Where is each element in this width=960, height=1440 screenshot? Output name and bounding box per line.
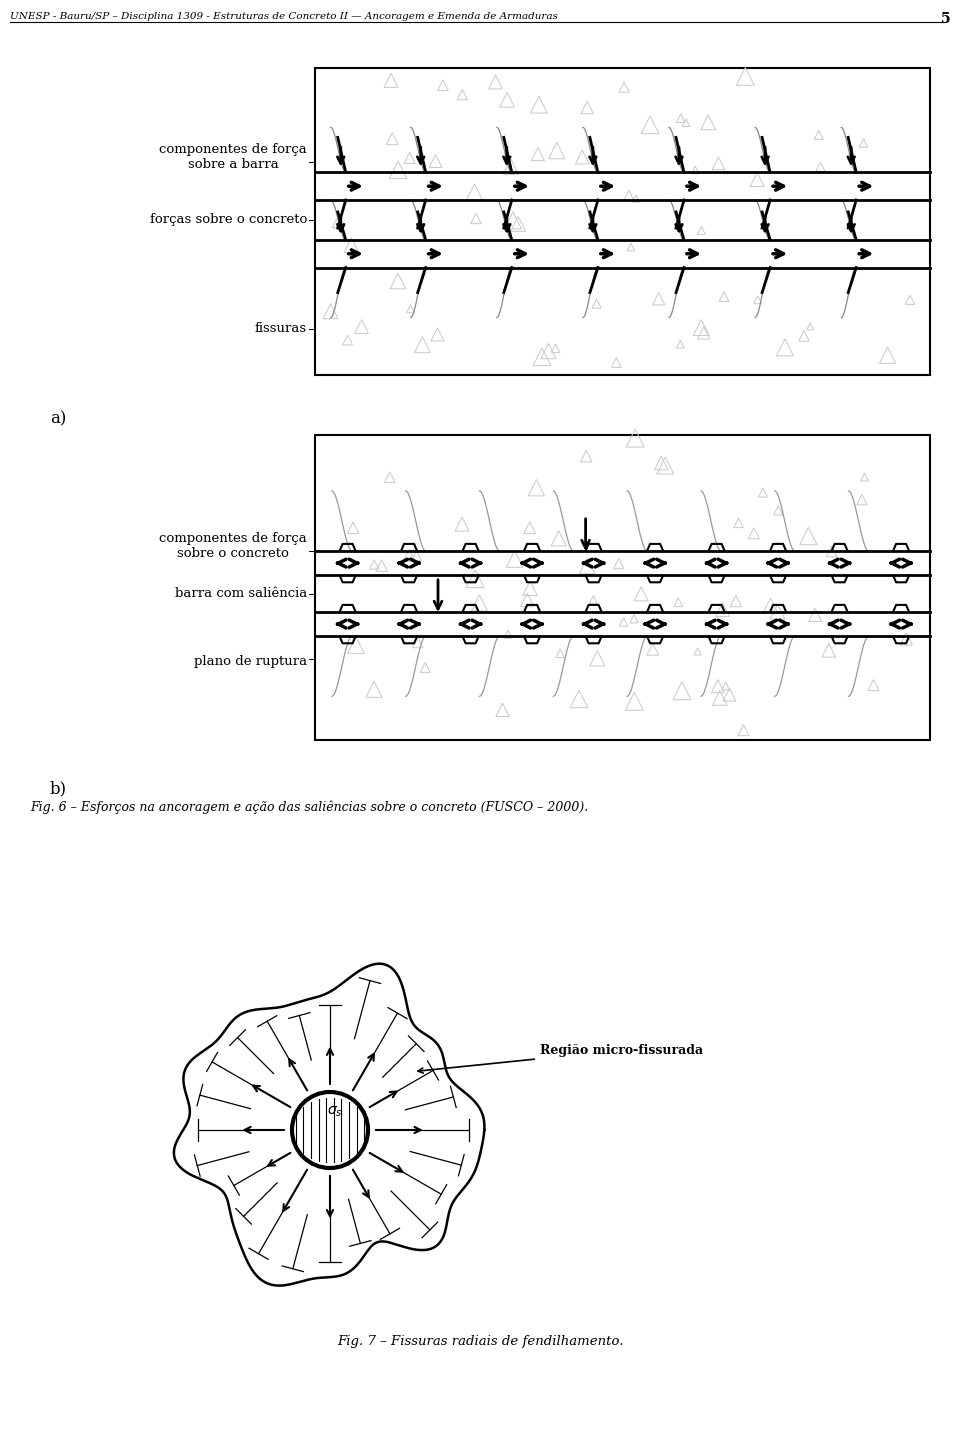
Text: plano de ruptura: plano de ruptura (194, 655, 307, 668)
Text: componentes de força
sobre a barra: componentes de força sobre a barra (159, 144, 307, 171)
Text: UNESP - Bauru/SP – Disciplina 1309 - Estruturas de Concreto II — Ancoragem e Eme: UNESP - Bauru/SP – Disciplina 1309 - Est… (10, 12, 558, 22)
Bar (315, 68, 930, 374)
Bar (315, 435, 930, 740)
Circle shape (292, 1092, 368, 1168)
Text: componentes de força
sobre o concreto: componentes de força sobre o concreto (159, 531, 307, 560)
Text: Fig. 6 – Esforços na ancoragem e ação das saliências sobre o concreto (FUSCO – 2: Fig. 6 – Esforços na ancoragem e ação da… (30, 801, 588, 814)
Text: 5: 5 (941, 12, 950, 26)
Text: barra com saliência: barra com saliência (175, 588, 307, 600)
Text: fissuras: fissuras (254, 323, 307, 336)
Text: Fig. 7 – Fissuras radiais de fendilhamento.: Fig. 7 – Fissuras radiais de fendilhamen… (337, 1335, 623, 1348)
Text: a): a) (50, 410, 66, 428)
Text: forças sobre o concreto: forças sobre o concreto (150, 213, 307, 226)
Text: Região micro-fissurada: Região micro-fissurada (418, 1044, 703, 1073)
Text: b): b) (50, 780, 67, 796)
Text: $\sigma_s$: $\sigma_s$ (327, 1104, 343, 1119)
